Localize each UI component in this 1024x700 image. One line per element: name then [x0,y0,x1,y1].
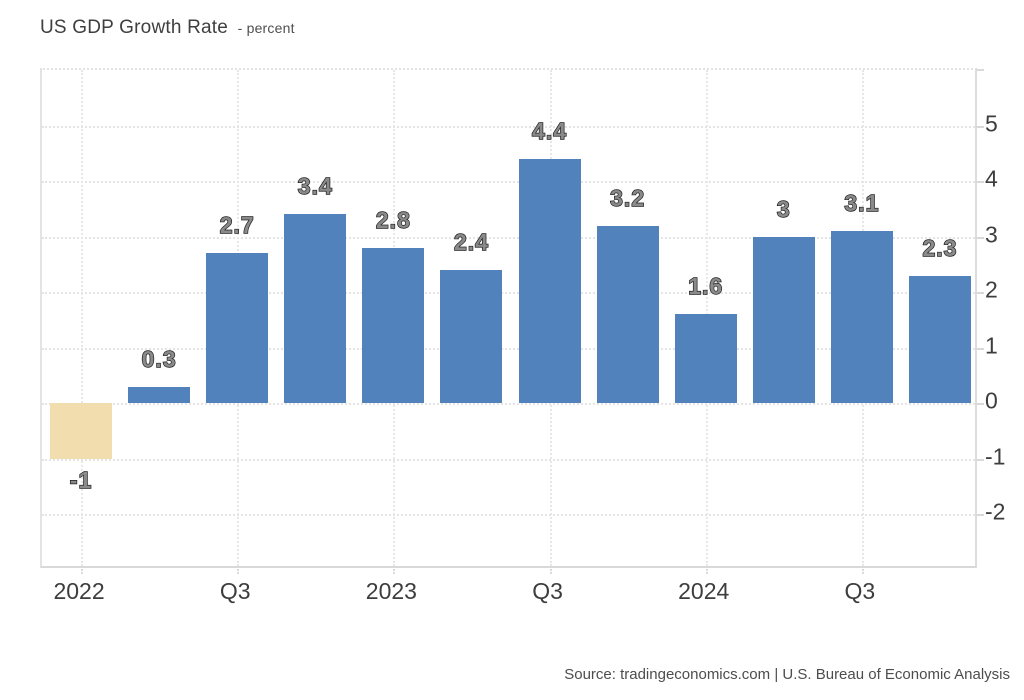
bar[interactable] [518,158,581,404]
x-axis-tick [393,566,396,574]
bar[interactable] [830,231,893,404]
bar[interactable] [128,386,191,404]
bar-value-label: 3.1 [844,189,880,217]
bar[interactable] [674,314,737,404]
bar-value-label: 2.3 [922,234,958,261]
bar[interactable] [440,270,503,404]
y-axis-label: 4 [985,165,998,192]
bar-value-label: 3.4 [297,173,333,200]
gridline-horizontal [42,236,975,239]
bar-value-label: 2.7 [219,212,255,239]
x-axis-tick [237,566,240,574]
bar-value-label: 3 [776,195,791,222]
bar-value-label: 0.3 [141,345,177,372]
bar[interactable] [362,247,425,404]
chart-title-unit: - percent [237,20,295,36]
x-axis-tick [549,566,552,574]
x-axis-label: Q3 [844,578,876,604]
gridline-horizontal [42,458,975,461]
y-axis-tick [976,181,984,184]
source-attribution: Source: tradingeconomics.com | U.S. Bure… [564,666,1010,683]
x-axis-label: 2022 [53,578,105,604]
gridline-horizontal [42,347,975,350]
bar-value-label: 3.2 [609,184,646,211]
bar-value-label: 2.4 [453,228,489,255]
y-axis-label: -2 [985,498,1006,525]
bar[interactable] [908,275,971,404]
x-axis-tick [861,566,864,574]
gridline-horizontal [42,125,975,128]
y-axis-tick [976,125,984,128]
y-axis-label: 3 [985,221,998,248]
x-axis-label: 2023 [365,578,417,604]
bar[interactable] [752,236,815,404]
y-axis-tick [976,403,984,406]
x-axis-tick [81,566,84,574]
x-axis-label: Q3 [219,578,251,604]
y-axis-label: 2 [985,276,998,303]
chart-plot-area: -1 0.3 2.7 3.4 2.8 2.4 4.4 3.2 1.6 3 3.1 2.3 [40,68,984,574]
y-axis-label: 1 [985,332,998,359]
x-axis-label: 2024 [678,578,730,604]
x-axis-label: Q3 [532,578,563,604]
gridline-horizontal [42,181,975,184]
bar[interactable] [206,253,269,404]
y-axis-label: 0 [985,387,998,414]
chart-title: US GDP Growth Rate - percent [40,17,295,39]
y-axis-tick [976,347,984,350]
bar[interactable] [596,225,659,404]
bar-value-label: 2.8 [375,206,411,233]
bar[interactable] [50,403,113,459]
gridline-horizontal [42,514,975,517]
x-axis-tick [705,566,708,574]
bar-value-label: 1.6 [688,273,724,300]
y-axis-tick [976,458,984,461]
gridline-vertical [81,70,84,566]
y-axis-tick [976,69,984,71]
y-axis-tick [976,514,984,517]
chart-title-main: US GDP Growth Rate [40,17,229,38]
y-axis-label: 5 [985,110,998,137]
y-axis-label: -1 [985,443,1006,470]
gridline-horizontal [42,292,975,295]
y-axis-tick [976,292,984,295]
bar-value-label: 4.4 [531,117,568,144]
bar[interactable] [284,214,347,404]
y-axis-tick [976,236,984,239]
gridline-horizontal [42,403,975,406]
bar-value-label: -1 [69,466,93,493]
